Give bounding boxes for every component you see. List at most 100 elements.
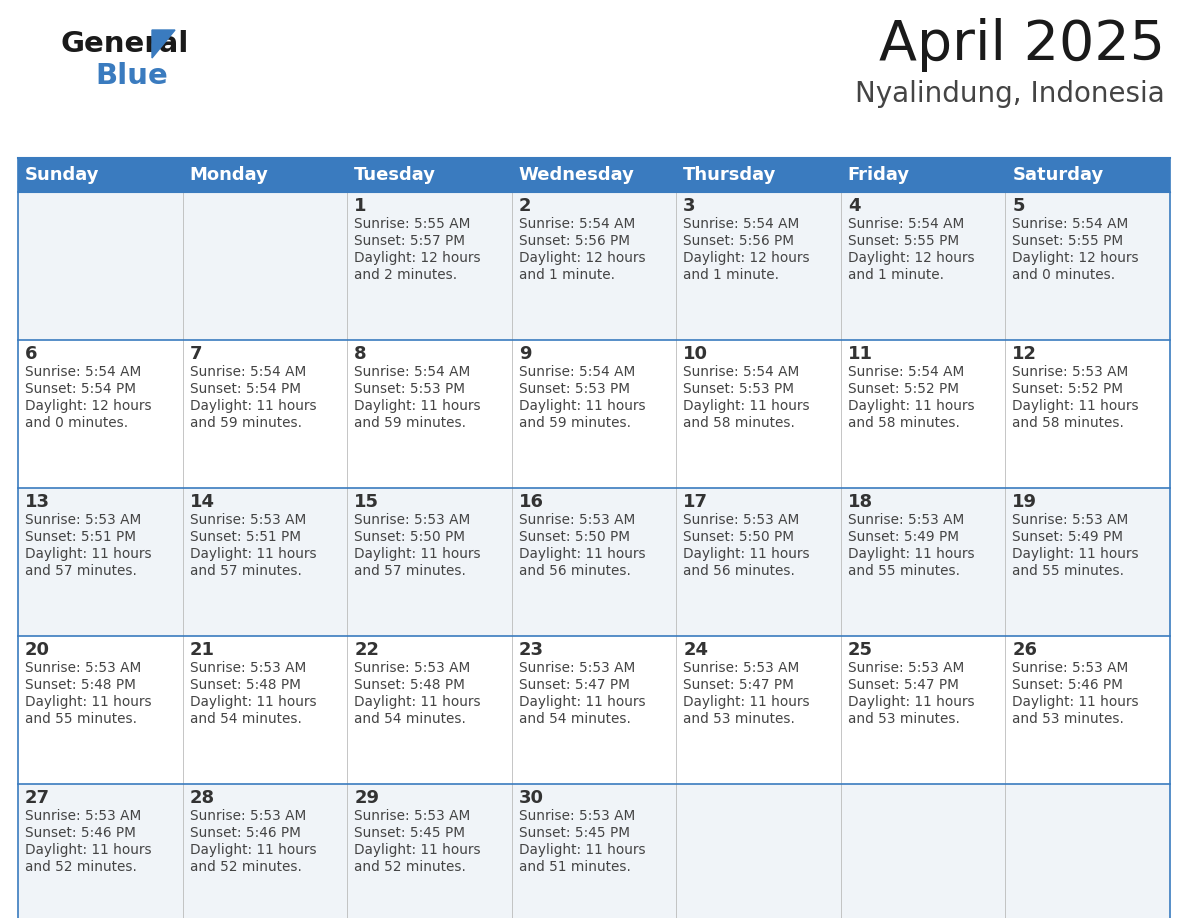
Text: Sunset: 5:55 PM: Sunset: 5:55 PM — [848, 234, 959, 248]
Polygon shape — [152, 30, 175, 58]
Text: 25: 25 — [848, 641, 873, 659]
Text: and 55 minutes.: and 55 minutes. — [848, 564, 960, 578]
Text: 18: 18 — [848, 493, 873, 511]
Text: Sunset: 5:51 PM: Sunset: 5:51 PM — [190, 530, 301, 544]
Text: Daylight: 11 hours: Daylight: 11 hours — [25, 547, 152, 561]
Text: and 58 minutes.: and 58 minutes. — [848, 416, 960, 430]
Text: Sunrise: 5:53 AM: Sunrise: 5:53 AM — [190, 661, 305, 675]
Text: 21: 21 — [190, 641, 215, 659]
Text: Sunrise: 5:53 AM: Sunrise: 5:53 AM — [848, 513, 965, 527]
Text: Daylight: 11 hours: Daylight: 11 hours — [519, 399, 645, 413]
Text: Daylight: 11 hours: Daylight: 11 hours — [683, 547, 810, 561]
Text: Daylight: 11 hours: Daylight: 11 hours — [848, 695, 974, 709]
Text: Sunset: 5:46 PM: Sunset: 5:46 PM — [1012, 678, 1124, 692]
Text: and 59 minutes.: and 59 minutes. — [519, 416, 631, 430]
Text: Sunrise: 5:54 AM: Sunrise: 5:54 AM — [190, 365, 305, 379]
Text: Sunset: 5:56 PM: Sunset: 5:56 PM — [683, 234, 795, 248]
Bar — [18, 340, 1170, 488]
Text: Daylight: 11 hours: Daylight: 11 hours — [190, 695, 316, 709]
Text: Sunset: 5:52 PM: Sunset: 5:52 PM — [848, 382, 959, 396]
Text: Sunrise: 5:53 AM: Sunrise: 5:53 AM — [354, 661, 470, 675]
Text: and 55 minutes.: and 55 minutes. — [25, 712, 137, 726]
Text: 29: 29 — [354, 789, 379, 807]
Text: Sunset: 5:53 PM: Sunset: 5:53 PM — [519, 382, 630, 396]
Text: Daylight: 12 hours: Daylight: 12 hours — [519, 251, 645, 265]
Text: 28: 28 — [190, 789, 215, 807]
Text: and 59 minutes.: and 59 minutes. — [354, 416, 466, 430]
Text: Sunrise: 5:53 AM: Sunrise: 5:53 AM — [519, 513, 634, 527]
Text: Sunrise: 5:54 AM: Sunrise: 5:54 AM — [1012, 217, 1129, 231]
Text: and 52 minutes.: and 52 minutes. — [354, 860, 466, 874]
Text: and 58 minutes.: and 58 minutes. — [1012, 416, 1124, 430]
Text: Sunrise: 5:53 AM: Sunrise: 5:53 AM — [1012, 513, 1129, 527]
Text: Sunset: 5:50 PM: Sunset: 5:50 PM — [519, 530, 630, 544]
Text: 14: 14 — [190, 493, 215, 511]
Text: Daylight: 11 hours: Daylight: 11 hours — [190, 399, 316, 413]
Text: and 56 minutes.: and 56 minutes. — [683, 564, 795, 578]
Text: and 54 minutes.: and 54 minutes. — [354, 712, 466, 726]
Text: Sunrise: 5:54 AM: Sunrise: 5:54 AM — [848, 217, 965, 231]
Text: Sunset: 5:46 PM: Sunset: 5:46 PM — [25, 826, 135, 840]
Text: and 54 minutes.: and 54 minutes. — [190, 712, 302, 726]
Text: and 1 minute.: and 1 minute. — [519, 268, 614, 282]
Text: 17: 17 — [683, 493, 708, 511]
Text: and 56 minutes.: and 56 minutes. — [519, 564, 631, 578]
Text: Sunset: 5:50 PM: Sunset: 5:50 PM — [354, 530, 466, 544]
Text: and 0 minutes.: and 0 minutes. — [25, 416, 128, 430]
Text: Sunrise: 5:53 AM: Sunrise: 5:53 AM — [25, 661, 141, 675]
Text: Sunrise: 5:53 AM: Sunrise: 5:53 AM — [25, 809, 141, 823]
Text: Sunset: 5:47 PM: Sunset: 5:47 PM — [683, 678, 794, 692]
Text: Daylight: 11 hours: Daylight: 11 hours — [1012, 547, 1139, 561]
Text: Daylight: 11 hours: Daylight: 11 hours — [683, 695, 810, 709]
Text: Daylight: 11 hours: Daylight: 11 hours — [354, 843, 481, 857]
Text: Sunrise: 5:54 AM: Sunrise: 5:54 AM — [683, 217, 800, 231]
Text: Daylight: 11 hours: Daylight: 11 hours — [190, 843, 316, 857]
Text: Daylight: 11 hours: Daylight: 11 hours — [1012, 399, 1139, 413]
Text: Sunset: 5:54 PM: Sunset: 5:54 PM — [25, 382, 135, 396]
Text: and 52 minutes.: and 52 minutes. — [190, 860, 302, 874]
Text: 27: 27 — [25, 789, 50, 807]
Text: Sunrise: 5:54 AM: Sunrise: 5:54 AM — [25, 365, 141, 379]
Text: Sunset: 5:56 PM: Sunset: 5:56 PM — [519, 234, 630, 248]
Text: and 57 minutes.: and 57 minutes. — [25, 564, 137, 578]
Text: 12: 12 — [1012, 345, 1037, 363]
Text: and 59 minutes.: and 59 minutes. — [190, 416, 302, 430]
Text: Sunset: 5:54 PM: Sunset: 5:54 PM — [190, 382, 301, 396]
Text: Sunrise: 5:53 AM: Sunrise: 5:53 AM — [519, 809, 634, 823]
Text: 15: 15 — [354, 493, 379, 511]
Text: Sunday: Sunday — [25, 166, 100, 184]
Text: Sunset: 5:51 PM: Sunset: 5:51 PM — [25, 530, 135, 544]
Text: and 55 minutes.: and 55 minutes. — [1012, 564, 1124, 578]
Text: Daylight: 12 hours: Daylight: 12 hours — [354, 251, 481, 265]
Text: Sunset: 5:45 PM: Sunset: 5:45 PM — [354, 826, 466, 840]
Text: Daylight: 11 hours: Daylight: 11 hours — [25, 843, 152, 857]
Text: Daylight: 11 hours: Daylight: 11 hours — [848, 547, 974, 561]
Text: Sunset: 5:45 PM: Sunset: 5:45 PM — [519, 826, 630, 840]
Bar — [18, 636, 1170, 784]
Text: Sunset: 5:49 PM: Sunset: 5:49 PM — [1012, 530, 1124, 544]
Text: Daylight: 11 hours: Daylight: 11 hours — [354, 547, 481, 561]
Text: Sunset: 5:48 PM: Sunset: 5:48 PM — [354, 678, 465, 692]
Text: 16: 16 — [519, 493, 544, 511]
Text: Sunrise: 5:53 AM: Sunrise: 5:53 AM — [354, 513, 470, 527]
Text: and 1 minute.: and 1 minute. — [848, 268, 943, 282]
Text: 10: 10 — [683, 345, 708, 363]
Text: Thursday: Thursday — [683, 166, 777, 184]
Text: Sunrise: 5:54 AM: Sunrise: 5:54 AM — [519, 217, 634, 231]
Text: and 57 minutes.: and 57 minutes. — [354, 564, 466, 578]
Text: Sunset: 5:48 PM: Sunset: 5:48 PM — [25, 678, 135, 692]
Bar — [18, 488, 1170, 636]
Text: 22: 22 — [354, 641, 379, 659]
Text: Sunset: 5:55 PM: Sunset: 5:55 PM — [1012, 234, 1124, 248]
Text: Sunrise: 5:53 AM: Sunrise: 5:53 AM — [519, 661, 634, 675]
Text: 2: 2 — [519, 197, 531, 215]
Text: Sunrise: 5:54 AM: Sunrise: 5:54 AM — [354, 365, 470, 379]
Text: Daylight: 12 hours: Daylight: 12 hours — [1012, 251, 1139, 265]
Text: 13: 13 — [25, 493, 50, 511]
Text: Daylight: 11 hours: Daylight: 11 hours — [519, 547, 645, 561]
Text: Sunrise: 5:53 AM: Sunrise: 5:53 AM — [190, 513, 305, 527]
Text: 26: 26 — [1012, 641, 1037, 659]
Text: 9: 9 — [519, 345, 531, 363]
Text: Daylight: 11 hours: Daylight: 11 hours — [190, 547, 316, 561]
Text: and 57 minutes.: and 57 minutes. — [190, 564, 302, 578]
